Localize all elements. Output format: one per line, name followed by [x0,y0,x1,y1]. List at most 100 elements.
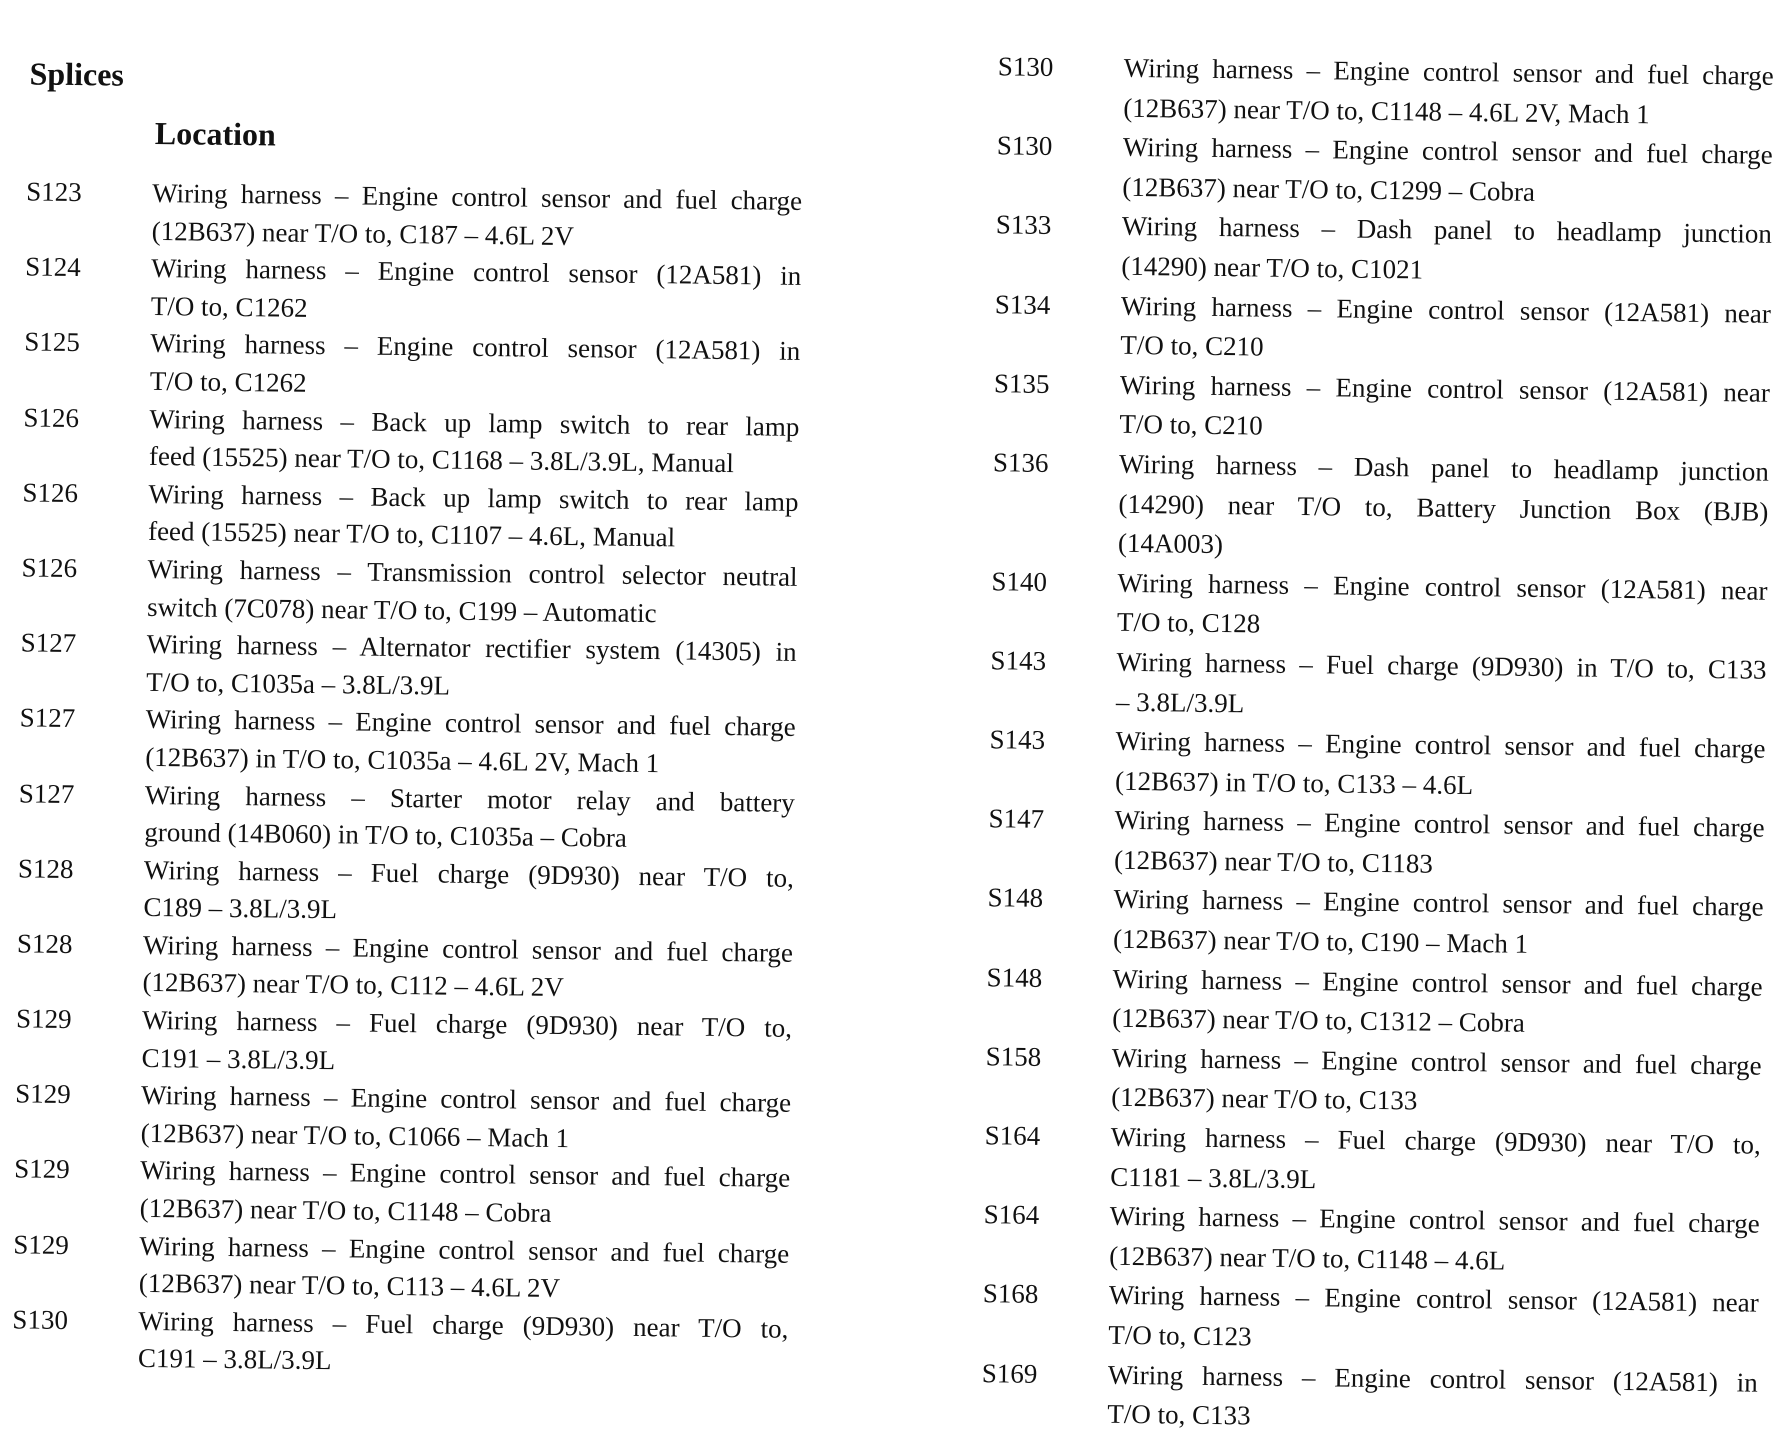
splice-location: Wiring harness – Engine control sensor a… [1113,880,1764,967]
splice-location: Wiring harness – Engine control sensor a… [140,1077,792,1160]
splice-entry: S128 Wiring harness – Fuel charge (9D930)… [17,850,794,935]
splice-code: S128 [17,853,74,884]
splice-code: S135 [993,367,1050,399]
splice-code: S129 [14,1153,70,1185]
column-heading-location: Location [154,114,277,153]
splice-location: Wiring harness – Engine control sensor a… [140,1152,791,1235]
splice-entry: S126 Wiring harness – Back up lamp switch… [23,399,800,484]
splice-code: S164 [983,1199,1040,1231]
splice-entry: S128 Wiring harness – Engine control sens… [16,925,793,1010]
splice-code: S148 [986,961,1043,993]
splice-location: Wiring harness – Engine control sensor a… [139,1227,790,1310]
location-line: C191 – 3.8L/3.9L [137,1343,332,1376]
splice-code: S143 [989,724,1046,755]
splice-entry: S169 Wiring harness – Engine control sens… [981,1354,1758,1443]
splice-location: Wiring harness – Fuel charge (9D930) nea… [143,852,794,935]
splice-list-left: S123 Wiring harness – Engine control sens… [12,173,803,1385]
splice-location: Wiring harness – Engine control sensor (… [1108,1276,1759,1363]
splice-location: Wiring harness – Alternator rectifier sy… [146,626,797,709]
splice-code: S124 [25,251,81,283]
splice-code: S164 [984,1120,1041,1151]
splice-location: Wiring harness – Engine control sensor (… [1107,1355,1758,1442]
splice-entry: S148 Wiring harness – Engine control sens… [986,958,1763,1047]
splice-location: Wiring harness – Engine control sensor a… [1122,128,1773,215]
splice-code: S147 [988,803,1045,835]
splice-entry: S127 Wiring harness – Engine control sens… [19,700,796,785]
splice-code: S126 [21,552,78,583]
splice-entry: S143 Wiring harness – Fuel charge (9D930)… [990,641,1767,730]
splice-entry: S143 Wiring harness – Engine control sens… [989,720,1766,809]
splice-code: S126 [22,477,79,508]
splice-code: S125 [24,326,81,358]
splice-location: Wiring harness – Engine control sensor (… [1120,286,1771,373]
splice-code: S130 [12,1304,69,1335]
splice-entry: S136 Wiring harness – Dash panel to headl… [992,443,1769,571]
splice-location: Wiring harness – Dash panel to headlamp … [1118,445,1769,572]
splice-entry: S135 Wiring harness – Engine control sens… [993,364,1770,453]
splice-location: Wiring harness – Engine control sensor (… [1119,366,1770,453]
splice-code: S127 [18,777,75,809]
splice-entry: S127 Wiring harness – Alternator rectifie… [20,625,797,710]
splice-code: S123 [26,176,82,208]
splice-code: S130 [996,130,1053,162]
splice-entry: S133 Wiring harness – Dash panel to headl… [995,206,1772,295]
splice-code: S136 [992,447,1049,478]
splice-location: Wiring harness – Engine control sensor (… [150,325,801,408]
splice-entry: S130 Wiring harness – Engine control sens… [996,126,1773,215]
splice-entry: S127 Wiring harness – Starter motor relay… [18,775,795,860]
splice-entry: S158 Wiring harness – Engine control sens… [985,1037,1762,1126]
splice-code: S126 [23,401,80,433]
splice-list-right: S130 Wiring harness – Engine control sens… [981,47,1774,1442]
splice-code: S158 [985,1041,1042,1072]
splice-location: Wiring harness – Engine control sensor a… [1109,1197,1760,1284]
splice-location: Wiring harness – Engine control sensor a… [1112,959,1763,1046]
splice-entry: S130 Wiring harness – Engine control sens… [997,47,1774,136]
splice-entry: S130 Wiring harness – Fuel charge (9D930)… [12,1301,789,1386]
splice-code: S168 [982,1278,1039,1310]
splice-entry: S125 Wiring harness – Engine control sens… [24,324,801,409]
splice-code: S148 [987,882,1044,914]
splice-entry: S164 Wiring harness – Engine control sens… [983,1195,1760,1284]
splice-code: S129 [15,1003,72,1035]
splice-code: S127 [19,702,76,734]
splice-entry: S168 Wiring harness – Engine control sens… [982,1275,1759,1364]
splice-location: Wiring harness – Engine control sensor a… [142,927,793,1010]
splice-entry: S124 Wiring harness – Engine control sens… [25,249,802,334]
splice-location: Wiring harness – Dash panel to headlamp … [1121,207,1772,294]
splice-entry: S123 Wiring harness – Engine control sens… [25,173,802,258]
splice-code: S143 [990,645,1047,676]
splice-location: Wiring harness – Fuel charge (9D930) in … [1116,643,1767,730]
splice-entry: S147 Wiring harness – Engine control sens… [988,799,1765,888]
splice-location: Wiring harness – Transmission control se… [147,551,798,634]
splice-code: S128 [16,928,73,959]
splice-location: Wiring harness – Fuel charge (9D930) nea… [138,1303,789,1386]
splice-entry: S164 Wiring harness – Fuel charge (9D930)… [984,1116,1761,1205]
splice-location: Wiring harness – Engine control sensor a… [1115,722,1766,809]
splice-location: Wiring harness – Fuel charge (9D930) nea… [141,1002,792,1085]
splice-code: S130 [997,51,1054,82]
splice-location: Wiring harness – Back up lamp switch to … [149,400,800,483]
splice-entry: S148 Wiring harness – Engine control sens… [987,879,1764,968]
splice-location: Wiring harness – Engine control sensor a… [1111,1039,1762,1126]
splice-location: Wiring harness – Starter motor relay and… [144,776,795,859]
splice-location: Wiring harness – Engine control sensor (… [151,250,802,333]
splice-location: Wiring harness – Engine control sensor a… [1123,49,1774,136]
splice-entry: S134 Wiring harness – Engine control sens… [994,285,1771,374]
splice-entry: S129 Wiring harness – Engine control sens… [14,1151,791,1236]
splice-code: S169 [981,1357,1038,1389]
splice-code: S140 [991,565,1048,597]
splice-entry: S129 Wiring harness – Engine control sens… [13,1226,790,1311]
splice-code: S134 [994,288,1051,320]
splice-location: Wiring harness – Back up lamp switch to … [148,476,799,559]
splice-location: Wiring harness – Fuel charge (9D930) nea… [1110,1118,1761,1205]
splice-location: Wiring harness – Engine control sensor a… [151,175,803,258]
splice-location: Wiring harness – Engine control sensor a… [145,701,796,784]
splice-code: S133 [995,209,1052,241]
splice-entry: S129 Wiring harness – Fuel charge (9D930)… [15,1000,792,1085]
splice-code: S129 [13,1228,70,1260]
splice-code: S127 [20,627,77,659]
splice-entry: S129 Wiring harness – Engine control sens… [14,1076,791,1161]
splice-code: S129 [14,1078,71,1110]
location-line: T/O to, C133 [1107,1398,1251,1431]
